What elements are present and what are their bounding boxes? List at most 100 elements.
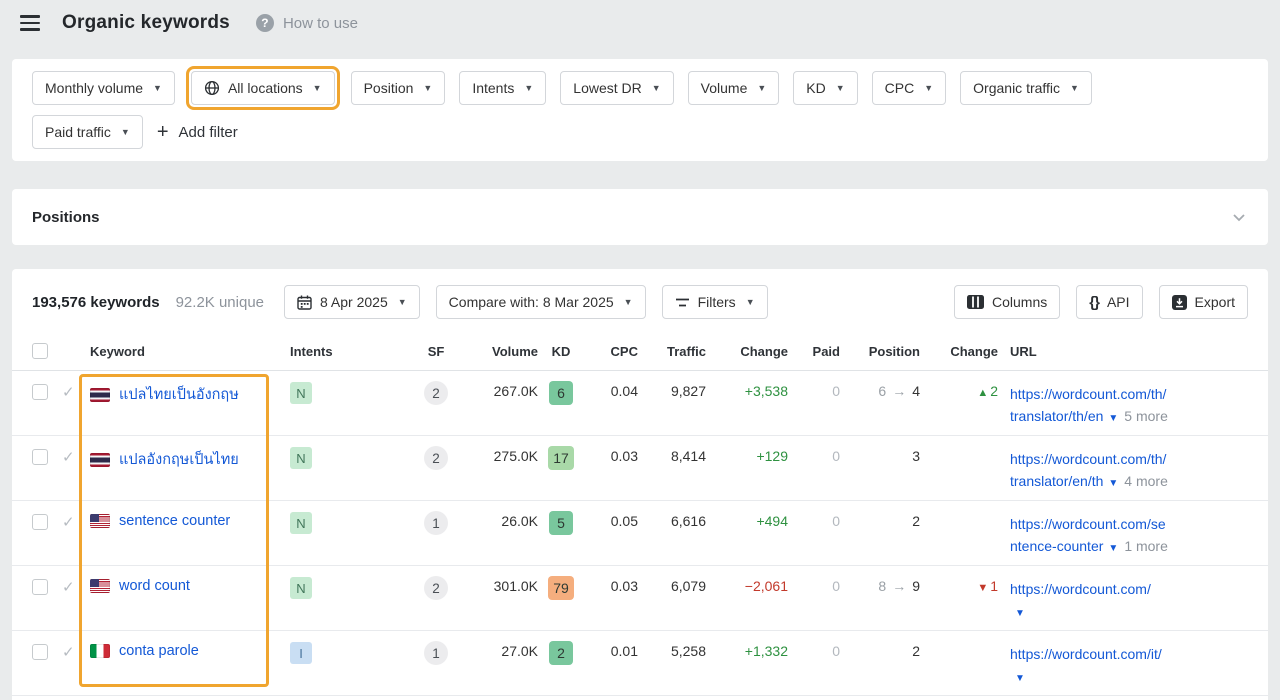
caret-down-icon: ▼ (423, 83, 433, 93)
how-to-use-link[interactable]: How to use (282, 14, 358, 32)
filter-label: Lowest DR (573, 80, 642, 96)
table-row: ✓ word count N 2 301.0K 79 0.03 6,079 −2… (12, 566, 1268, 631)
url-more-label[interactable]: 1 more (1124, 538, 1168, 554)
row-checkbox[interactable] (32, 579, 48, 595)
collapse-chevron-icon[interactable] (1230, 208, 1248, 226)
table-toolbar: 193,576 keywords 92.2K unique 8 Apr 2025… (12, 269, 1268, 333)
col-header-position-change[interactable]: Change (950, 344, 998, 359)
filter-label: All locations (227, 80, 303, 96)
url-caret-icon[interactable]: ▼ (1015, 673, 1025, 684)
url-caret-icon[interactable]: ▼ (1108, 413, 1119, 424)
url-link[interactable]: https://wordcount.com/ (1010, 581, 1151, 597)
keyword-link[interactable]: แปลอังกฤษเป็นไทย (119, 452, 239, 468)
url-link-continuation[interactable]: translator/th/en (1010, 408, 1104, 424)
keyword-link[interactable]: conta parole (119, 643, 199, 659)
col-header-position[interactable]: Position (868, 344, 920, 359)
filter-volume[interactable]: Volume ▼ (687, 71, 780, 105)
filters-panel: Monthly volume ▼ All locations ▼ Positio… (12, 59, 1268, 161)
help-icon[interactable]: ? (255, 14, 274, 32)
col-header-url[interactable]: URL (1010, 344, 1037, 359)
menu-icon[interactable] (20, 15, 40, 31)
sf-value: 2 (424, 381, 448, 405)
country-flag-icon (90, 644, 110, 658)
position-change: ▼ 1 (977, 578, 998, 594)
caret-down-icon: ▼ (835, 83, 845, 93)
url-link[interactable]: https://wordcount.com/it/ (1010, 646, 1162, 662)
url-link[interactable]: https://wordcount.com/th/ (1010, 451, 1167, 467)
col-header-intents[interactable]: Intents (290, 344, 333, 359)
traffic-value: 6,616 (670, 513, 706, 529)
url-link-continuation[interactable]: ntence-counter (1010, 538, 1104, 554)
filter-monthly-volume[interactable]: Monthly volume ▼ (32, 71, 175, 105)
export-label: Export (1194, 294, 1235, 310)
col-header-keyword[interactable]: Keyword (90, 344, 145, 359)
intent-badge[interactable]: N (290, 577, 312, 599)
intent-badge[interactable]: N (290, 447, 312, 469)
col-header-paid[interactable]: Paid (812, 344, 840, 359)
intent-badge[interactable]: I (290, 642, 312, 664)
filter-all-locations[interactable]: All locations ▼ (190, 71, 335, 105)
volume-value: 27.0K (501, 643, 538, 659)
columns-button[interactable]: Columns (954, 285, 1061, 319)
url-more-label[interactable]: 5 more (1124, 408, 1168, 424)
url-link[interactable]: https://wordcount.com/th/ (1010, 386, 1167, 402)
keywords-table-panel: 193,576 keywords 92.2K unique 8 Apr 2025… (12, 269, 1268, 700)
col-header-volume[interactable]: Volume (492, 344, 538, 359)
row-checkbox[interactable] (32, 384, 48, 400)
row-checkbox[interactable] (32, 644, 48, 660)
compare-button[interactable]: Compare with: 8 Mar 2025 ▼ (435, 285, 646, 319)
col-header-change[interactable]: Change (740, 344, 788, 359)
keyword-link[interactable]: sentence counter (119, 513, 231, 529)
col-header-sf[interactable]: SF (427, 344, 445, 359)
table-row: ✓ sentence counter N 1 26.0K 5 0.05 6,61… (12, 501, 1268, 566)
keyword-link[interactable]: word count (119, 578, 190, 594)
filter-kd[interactable]: KD ▼ (793, 71, 858, 105)
api-label: API (1106, 294, 1130, 310)
url-caret-icon[interactable]: ▼ (1108, 543, 1119, 554)
col-header-traffic[interactable]: Traffic (666, 344, 706, 359)
col-header-kd[interactable]: KD (551, 344, 571, 359)
filter-paid-traffic[interactable]: Paid traffic ▼ (32, 115, 143, 149)
col-header-cpc[interactable]: CPC (610, 344, 638, 359)
url-link[interactable]: https://wordcount.com/se (1010, 516, 1166, 532)
caret-down-icon: ▼ (651, 83, 661, 93)
url-more-label[interactable]: 4 more (1124, 473, 1168, 489)
row-checkbox[interactable] (32, 449, 48, 465)
positions-title: Positions (32, 208, 100, 226)
select-all-checkbox[interactable] (32, 342, 48, 359)
url-caret-icon[interactable]: ▼ (1015, 608, 1025, 619)
filter-organic-traffic[interactable]: Organic traffic ▼ (960, 71, 1092, 105)
page-title: Organic keywords (62, 12, 230, 33)
unique-count: 92.2K unique (175, 293, 265, 311)
export-button[interactable]: Export (1158, 285, 1248, 319)
date-picker-button[interactable]: 8 Apr 2025 ▼ (284, 285, 420, 319)
filter-lowest-dr[interactable]: Lowest DR ▼ (560, 71, 674, 105)
cpc-value: 0.04 (610, 383, 638, 399)
filter-icon (675, 298, 689, 306)
position-value: 4 (912, 383, 920, 399)
volume-value: 275.0K (493, 448, 538, 464)
intent-badge[interactable]: N (290, 512, 312, 534)
paid-value: 0 (832, 513, 840, 529)
url-caret-icon[interactable]: ▼ (1108, 478, 1119, 489)
rank-check-icon: ✓ (62, 514, 75, 531)
keyword-link[interactable]: แปลไทยเป็นอังกฤษ (119, 387, 239, 403)
filters-label: Filters (697, 294, 736, 310)
caret-down-icon: ▼ (153, 83, 162, 93)
filter-intents[interactable]: Intents ▼ (459, 71, 547, 105)
country-flag-icon (90, 514, 110, 528)
kd-badge: 5 (549, 511, 573, 535)
position-value: 2 (912, 513, 920, 529)
intent-badge[interactable]: N (290, 382, 312, 404)
kd-badge: 2 (549, 641, 573, 665)
api-button[interactable]: {} API (1076, 285, 1143, 319)
add-filter-button[interactable]: + Add filter (157, 122, 238, 142)
filters-button[interactable]: Filters ▼ (661, 285, 768, 319)
caret-down-icon: ▼ (120, 127, 130, 137)
all-locations-highlight: All locations ▼ (185, 66, 340, 110)
row-checkbox[interactable] (32, 514, 48, 530)
filter-cpc[interactable]: CPC ▼ (871, 71, 947, 105)
filter-position[interactable]: Position ▼ (350, 71, 446, 105)
url-link-continuation[interactable]: translator/en/th (1010, 473, 1104, 489)
volume-value: 267.0K (493, 383, 538, 399)
